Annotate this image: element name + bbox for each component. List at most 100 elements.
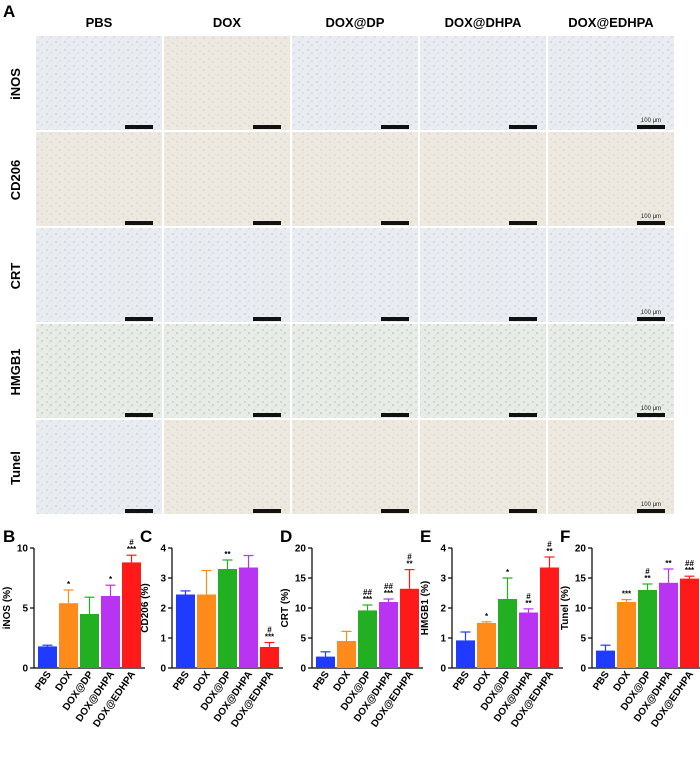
significance-mark: ** (525, 599, 532, 608)
tile-crt-pbs (36, 228, 162, 322)
tile-hmgb1-pbs (36, 324, 162, 418)
significance-mark: # (267, 626, 272, 635)
significance-mark: # (129, 538, 134, 547)
bar-dox-dhpa (519, 612, 538, 668)
row-label-crt: CRT (8, 263, 23, 290)
tile-inos-dox-dhpa (420, 36, 546, 130)
y-tick-label: 0 (22, 664, 28, 675)
bar-dox (337, 641, 356, 668)
row-label-tunel: Tunel (8, 451, 23, 485)
y-axis-label: iNOS (%) (2, 587, 13, 630)
x-tick-label: PBS (591, 669, 612, 692)
scale-bar-label: 100 μm (641, 118, 661, 124)
y-tick-label: 5 (580, 634, 586, 645)
panel-letter-c: C (140, 527, 152, 546)
y-axis-label: CRT (%) (280, 589, 291, 628)
significance-mark: ** (665, 559, 672, 568)
row-label-hmgb1: HMGB1 (8, 349, 23, 396)
tile-tunel-dox-dp (292, 420, 418, 514)
tile-tunel-dox-dhpa (420, 420, 546, 514)
scale-bar-label: 100 μm (641, 310, 661, 316)
significance-mark: * (67, 580, 71, 589)
tile-cd206-dox-edhpa (548, 132, 674, 226)
bar-dox-edhpa (122, 562, 141, 668)
significance-mark: ## (384, 582, 393, 591)
bar-pbs (316, 656, 335, 668)
y-axis-label: CD206 (%) (140, 583, 151, 632)
y-tick-label: 5 (300, 634, 306, 645)
x-tick-label: PBS (33, 669, 54, 692)
group-header-dox-edhpa: DOX@EDHPA (568, 15, 654, 30)
tile-tunel-dox-edhpa (548, 420, 674, 514)
scale-bar (637, 509, 665, 513)
significance-mark: # (547, 540, 552, 549)
group-header-pbs: PBS (86, 15, 113, 30)
scale-bar (509, 125, 537, 129)
stain-row-labels: iNOS CD206 CRT HMGB1 Tunel (8, 68, 23, 485)
significance-mark: ** (546, 547, 553, 556)
significance-mark: * (109, 575, 113, 584)
scale-bar (125, 317, 153, 321)
tile-hmgb1-dox-dp (292, 324, 418, 418)
y-tick-label: 3 (440, 574, 446, 585)
bar-dox-dhpa (239, 567, 258, 668)
y-tick-label: 3 (160, 574, 166, 585)
scale-bar (509, 317, 537, 321)
tile-hmgb1-dox (164, 324, 290, 418)
bar-dox (59, 603, 78, 668)
panel-letter-a: A (3, 2, 15, 21)
significance-mark: ** (644, 574, 651, 583)
y-tick-label: 15 (295, 574, 307, 585)
y-tick-label: 10 (295, 604, 307, 615)
tile-tunel-dox (164, 420, 290, 514)
tile-cd206-dox-dp (292, 132, 418, 226)
tile-inos-dox (164, 36, 290, 130)
y-tick-label: 2 (440, 604, 446, 615)
significance-mark: ** (224, 550, 231, 559)
scale-bar (125, 509, 153, 513)
y-axis-label: HMGB1 (%) (420, 581, 431, 635)
significance-mark: *** (127, 545, 137, 554)
scale-bar (125, 125, 153, 129)
group-header-dox-dhpa: DOX@DHPA (445, 15, 522, 30)
row-label-inos: iNOS (8, 68, 23, 100)
tile-crt-dox (164, 228, 290, 322)
significance-mark: *** (265, 633, 275, 642)
panel-letter-b: B (3, 527, 15, 546)
scale-bar (381, 413, 409, 417)
tile-cd206-pbs (36, 132, 162, 226)
scale-bar (253, 125, 281, 129)
significance-mark: ** (406, 560, 413, 569)
y-tick-label: 10 (17, 544, 29, 555)
bar-dox-dp (80, 614, 99, 668)
bar-dox (477, 623, 496, 668)
significance-mark: *** (384, 589, 394, 598)
tile-cd206-dox-dhpa (420, 132, 546, 226)
bar-dox-edhpa (680, 578, 699, 668)
group-headers: PBS DOX DOX@DP DOX@DHPA DOX@EDHPA (86, 15, 655, 30)
y-tick-label: 1 (160, 634, 166, 645)
y-tick-label: 0 (440, 664, 446, 675)
significance-mark: ## (685, 559, 694, 568)
significance-mark: ## (363, 588, 372, 597)
x-tick-label: PBS (451, 669, 472, 692)
scale-bar (253, 413, 281, 417)
y-tick-label: 4 (160, 544, 166, 555)
tile-hmgb1-dox-edhpa (548, 324, 674, 418)
tile-inos-dox-edhpa (548, 36, 674, 130)
significance-mark: * (506, 568, 510, 577)
scale-bar (125, 413, 153, 417)
scale-bar (509, 509, 537, 513)
bar-dox-edhpa (540, 567, 559, 668)
scale-bar (637, 317, 665, 321)
scale-bar (125, 221, 153, 225)
tile-hmgb1-dox-dhpa (420, 324, 546, 418)
scale-bar (253, 509, 281, 513)
bar-dox (197, 594, 216, 668)
bar-dox-dp (638, 590, 657, 668)
